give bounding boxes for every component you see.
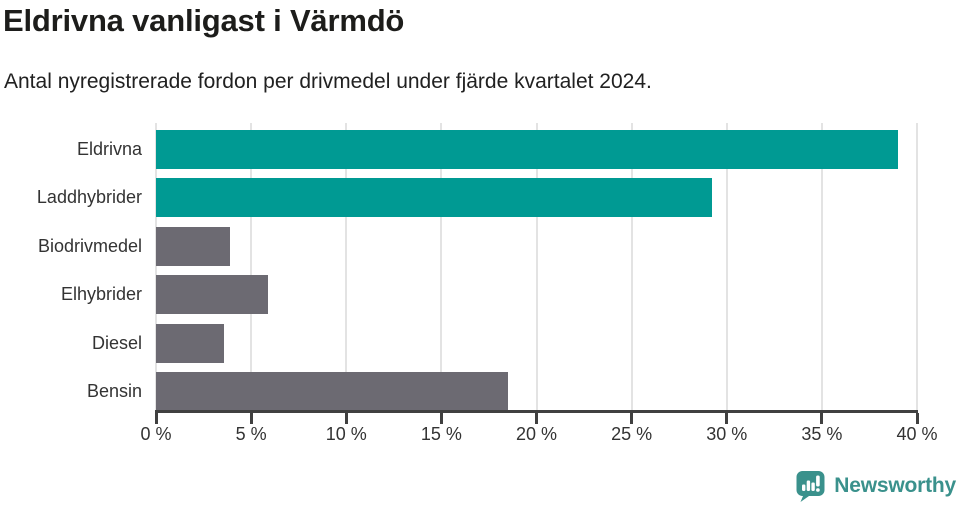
bar-bensin [156,372,508,411]
gridline-5 [250,123,253,410]
gridline-10 [345,123,348,410]
category-label-biodrivmedel: Biodrivmedel [37,235,142,256]
gridline-30 [725,123,728,410]
category-label-bensin: Bensin [86,381,142,401]
tick-mark-35 [820,413,824,424]
tick-label-25: 25 % [611,424,653,444]
gridline-25 [630,123,633,410]
plot-area [155,123,918,411]
gridline-35 [820,123,823,410]
bar-elhybrider [156,275,269,315]
tick-label-20: 20 % [515,424,558,444]
tick-mark-20 [535,413,538,424]
category-label-laddhybrider: Laddhybrider [36,187,142,208]
tick-label-15: 15 % [420,424,462,444]
tick-label-30: 30 % [706,424,748,444]
gridline-15 [440,123,443,410]
tick-mark-40 [915,413,919,424]
chart-title: Eldrivna vanligast i Värmdö [3,3,405,38]
category-label-eldrivna: Eldrivna [76,139,142,159]
chart-subtitle: Antal nyregistrerade fordon per drivmede… [4,70,652,93]
tick-mark-10 [344,413,348,424]
tick-mark-5 [249,413,253,424]
bar-eldrivna [156,130,898,169]
tick-label-35: 35 % [801,424,843,444]
tick-label-40: 40 % [896,424,938,444]
category-label-diesel: Diesel [91,332,142,353]
category-label-elhybrider: Elhybrider [60,284,142,305]
gridline-40 [916,123,918,410]
newsworthy-icon [796,471,825,502]
tick-mark-30 [725,413,729,424]
brand-name: Newsworthy [834,474,956,497]
bar-laddhybrider [156,178,712,218]
y-axis-category-labels: Eldrivna Laddhybrider Biodrivmedel Elhybrid… [0,123,142,410]
bar-biodrivmedel [156,226,231,266]
tick-mark-0 [154,413,158,424]
bar-diesel [156,323,225,363]
tick-label-10: 10 % [325,424,367,444]
gridline-0 [155,123,157,410]
tick-mark-25 [630,413,634,424]
x-axis-line [155,410,918,413]
tick-label-5: 5 % [235,424,267,444]
tick-mark-15 [439,413,443,424]
brand-logo: Newsworthy [795,470,956,502]
gridline-20 [535,123,538,410]
tick-label-0: 0 % [140,424,172,444]
